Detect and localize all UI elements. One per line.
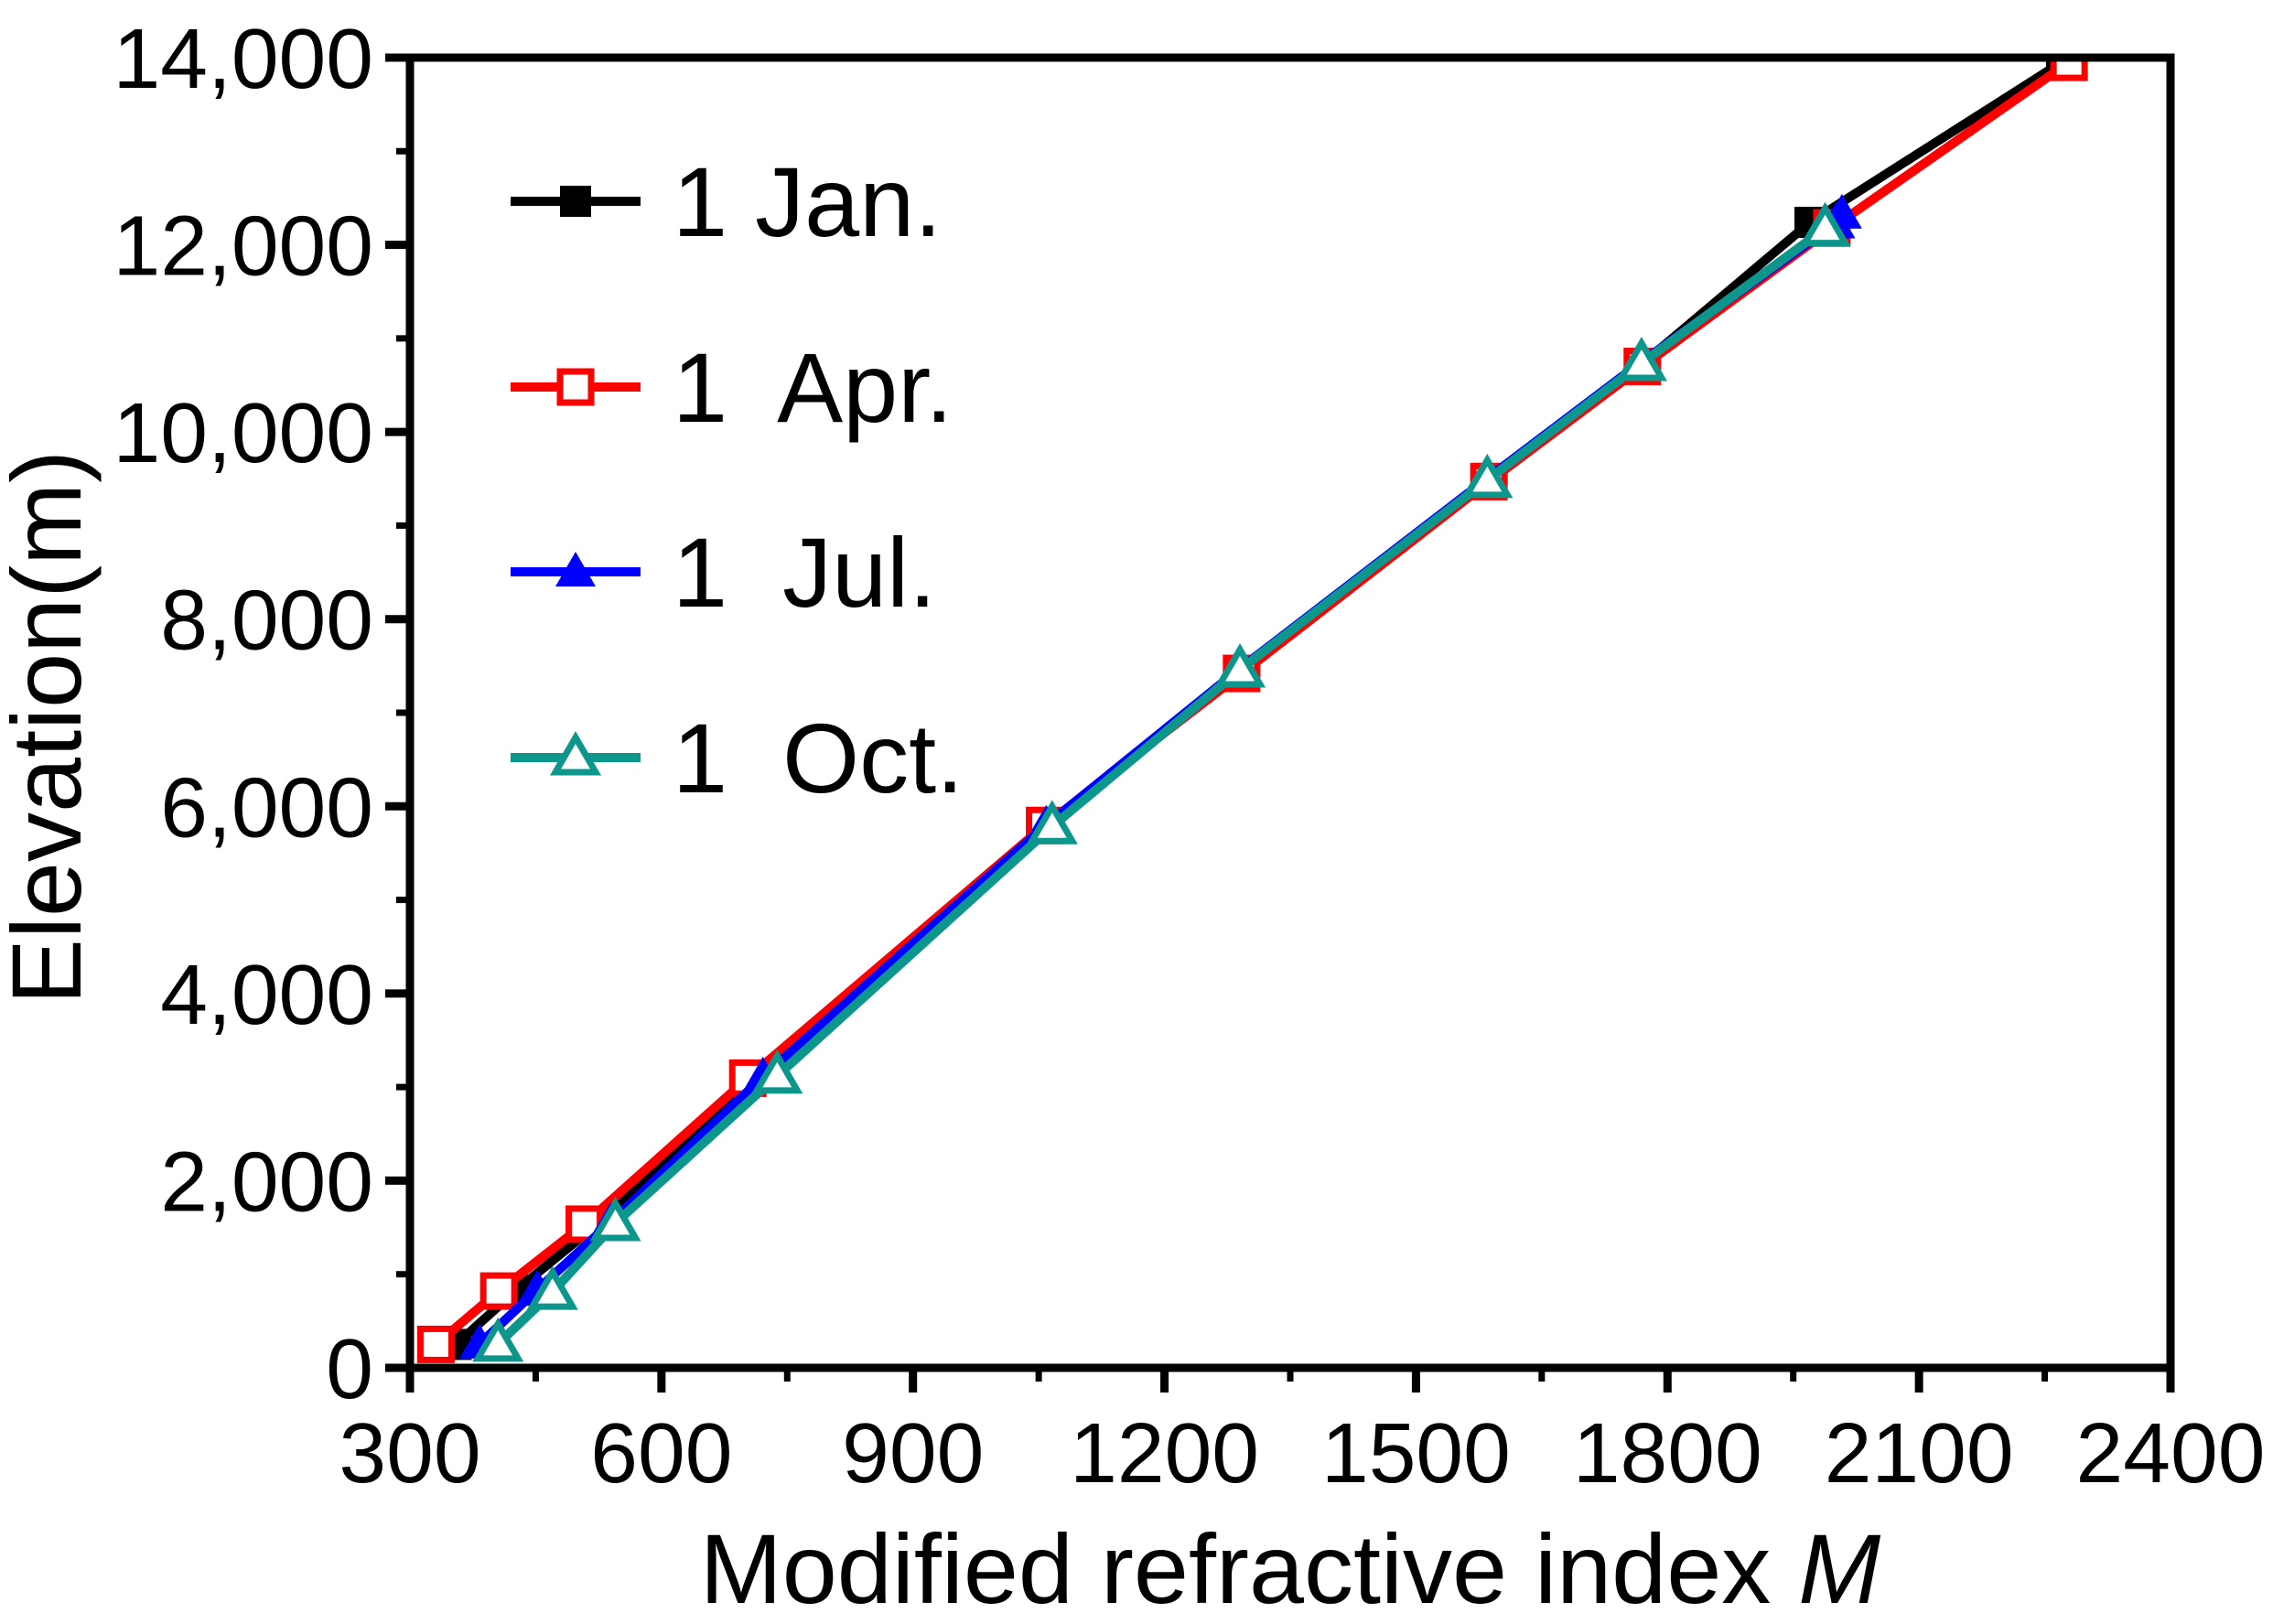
plot-frame-layer: [405, 53, 2175, 1372]
x-tick-label: 1500: [1321, 1405, 1511, 1500]
y-tick-label: 8,000: [160, 573, 373, 668]
x-tick-label: 600: [590, 1405, 732, 1500]
series-1-oct: [472, 201, 1851, 1362]
x-axis-title-text: Modified refractive index: [700, 1513, 1799, 1624]
legend-1-oct: [511, 731, 641, 776]
axes-layer: 300 600 900 1200 1500 1800 2100 2400 0 2,000 4,000…: [113, 11, 2266, 1500]
series-1-oct-marker: [1461, 453, 1514, 499]
series-layer: [416, 58, 2088, 1363]
x-tick-label: 300: [339, 1405, 480, 1500]
legend-1-apr-marker: [556, 368, 595, 406]
x-tick-label: 2100: [1825, 1405, 2014, 1500]
y-tick-label: 0: [326, 1321, 373, 1416]
series-1-apr-marker: [2050, 58, 2088, 81]
y-tick-label: 14,000: [113, 11, 373, 106]
x-tick-label: 2400: [2076, 1405, 2266, 1500]
legend-1-jul: [511, 552, 641, 586]
x-tick-label: 900: [842, 1405, 984, 1500]
x-tick-label: 1800: [1573, 1405, 1762, 1500]
legend-label-jan: 1 Jan.: [673, 146, 942, 257]
series-1-oct-marker: [1799, 201, 1851, 247]
series-1-oct-marker: [472, 1317, 524, 1362]
series-1-apr-marker: [416, 1325, 455, 1363]
legend-1-jul-marker: [555, 552, 596, 586]
series-1-oct-marker: [589, 1196, 641, 1242]
y-tick-label: 6,000: [160, 759, 373, 855]
series-1-oct-marker: [1026, 800, 1078, 844]
y-tick-label: 10,000: [113, 385, 373, 480]
legend-1-apr: [511, 368, 641, 406]
series-1-oct-marker: [751, 1049, 803, 1094]
x-axis-title: Modified refractive index M: [700, 1513, 1881, 1624]
y-tick-label: 12,000: [113, 199, 373, 294]
x-tick-label: 1200: [1070, 1405, 1259, 1500]
legend-swatches: [511, 186, 641, 776]
legend-label-oct: 1 Oct.: [673, 703, 964, 813]
y-tick-label: 2,000: [160, 1134, 373, 1229]
y-axis-title: Elevation(m): [0, 450, 102, 1005]
legend-label-jul: 1 Jul.: [673, 517, 936, 628]
legend-1-jan: [511, 186, 641, 217]
series-1-oct-marker: [1615, 336, 1667, 382]
legend-1-oct-marker: [549, 731, 602, 776]
legend-label-apr: 1 Apr.: [673, 332, 953, 443]
x-axis-title-symbol: M: [1798, 1513, 1880, 1624]
legend-1-jan-marker: [560, 186, 591, 217]
series-1-oct-marker: [526, 1265, 578, 1310]
plot-border: [405, 53, 2175, 1372]
series-1-apr-marker: [479, 1272, 518, 1310]
y-tick-label: 4,000: [160, 947, 373, 1042]
legend: 1 Jan. 1 Apr. 1 Jul. 1 Oct.: [673, 146, 964, 813]
series-1-oct-marker: [1213, 642, 1266, 688]
